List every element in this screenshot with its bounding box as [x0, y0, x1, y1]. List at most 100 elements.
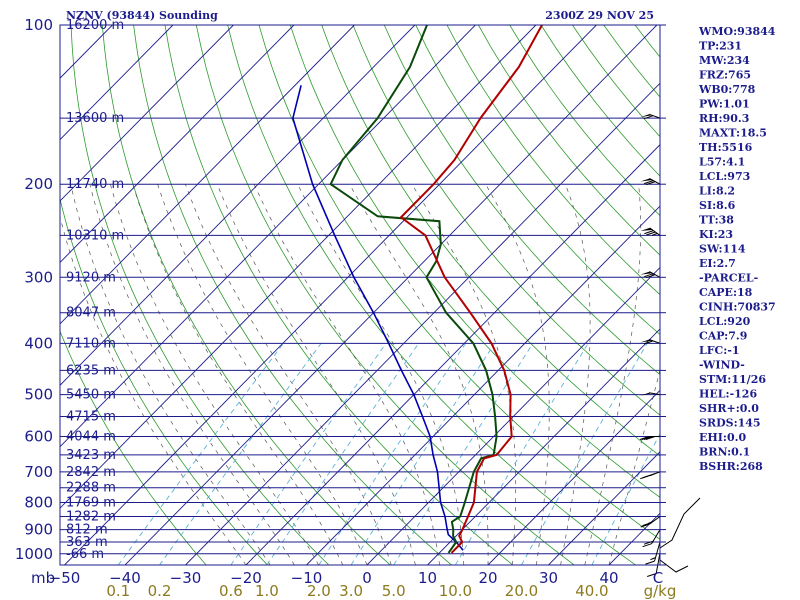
- temperature-tick-label: −30: [170, 569, 202, 587]
- wind-barb: [640, 178, 661, 186]
- moist-adiabat-line: [216, 184, 416, 565]
- dry-adiabat-line: [60, 197, 268, 565]
- moist-adiabat-line: [349, 184, 489, 565]
- temperature-tick-label: −10: [291, 569, 323, 587]
- isotherm-line: [487, 389, 660, 565]
- hodograph-trace: [659, 497, 701, 549]
- dry-adiabat-line: [101, 25, 391, 565]
- index-item: LFC:-1: [699, 344, 740, 357]
- temperature-tick-label: 40: [599, 569, 618, 587]
- adiabat-grid: [60, 25, 800, 565]
- index-item: LCL:973: [699, 170, 750, 183]
- moist-adiabat-line: [560, 184, 591, 565]
- wind-barb-flag: [640, 271, 653, 275]
- moist-adiabat-line: [89, 184, 295, 565]
- wind-barb-staff: [655, 552, 661, 574]
- index-item: SRDS:145: [699, 417, 761, 430]
- isotherm-line: [60, 25, 476, 448]
- dry-adiabat-line: [258, 25, 660, 540]
- index-item: TT:38: [699, 214, 734, 227]
- mixing-ratio-line: [393, 343, 534, 565]
- dry-adiabat-line: [760, 25, 800, 565]
- wind-barb-feather: [642, 543, 652, 548]
- height-label: 10310 m: [66, 228, 124, 243]
- isotherm-line: [548, 451, 660, 565]
- height-label: 4715 m: [66, 410, 116, 425]
- dry-adiabat-line: [478, 25, 660, 256]
- mixing-ratio-line: [591, 432, 660, 565]
- mixing-ratio-label: 0.2: [148, 582, 172, 600]
- mixing-ratio-label: 40.0: [575, 582, 608, 600]
- isotherm-line: [60, 25, 355, 325]
- height-label: 9120 m: [66, 270, 116, 285]
- isotherm-line: [124, 25, 658, 565]
- moist-adiabat-line: [485, 184, 550, 565]
- wind-barb-feather: [646, 181, 656, 186]
- moist-adiabat-line: [253, 184, 440, 565]
- height-label: 4044 m: [66, 430, 116, 445]
- moist-adiabat-line: [110, 184, 319, 565]
- pressure-unit-label: mb: [31, 569, 55, 587]
- isotherm-grid: [60, 25, 660, 565]
- index-item: HEL:-126: [699, 388, 757, 401]
- index-item: PW:1.01: [699, 98, 750, 111]
- index-item: WB0:778: [698, 83, 756, 96]
- temperature-tick-label: −50: [49, 569, 81, 587]
- moist-adiabat-line: [584, 184, 642, 565]
- wind-barb-feather: [645, 560, 655, 565]
- isotherm-line: [60, 25, 537, 509]
- index-item: RH:90.3: [699, 112, 749, 125]
- moist-adiabat-line: [157, 184, 368, 565]
- height-label: 3423 m: [66, 448, 116, 463]
- height-label: 11740 m: [66, 177, 124, 192]
- wind-barb-flag: [640, 114, 653, 118]
- moist-adiabat-line: [411, 184, 517, 565]
- index-item: MAXT:18.5: [699, 127, 767, 140]
- pressure-label: 400: [24, 334, 53, 352]
- height-label: 8047 m: [66, 306, 116, 321]
- wind-barb-feather: [644, 230, 654, 235]
- mixing-ratio-label: 20.0: [505, 582, 538, 600]
- dry-adiabat-line: [509, 25, 660, 217]
- wind-barb: [640, 227, 661, 236]
- sounding-time: 2300Z 29 NOV 25: [545, 9, 654, 22]
- wind-barb-feather: [646, 231, 656, 236]
- mixing-ratio-line: [159, 343, 322, 565]
- index-item: CINH:70837: [699, 301, 776, 314]
- moist-adiabat-line: [185, 184, 392, 565]
- isotherm-line: [185, 82, 660, 565]
- mixing-ratio-label: 5.0: [382, 582, 406, 600]
- height-label: -66 m: [66, 547, 104, 562]
- wind-barb-feather: [646, 274, 656, 279]
- height-label: 363 m: [66, 535, 108, 550]
- wind-barb-feather: [645, 436, 656, 440]
- index-item: CAP:7.9: [699, 330, 747, 343]
- dry-adiabat-line: [383, 25, 660, 376]
- wind-barb: [645, 541, 661, 565]
- mixing-ratio-line: [230, 343, 387, 565]
- station-title: NZNV (93844) Sounding: [66, 9, 218, 22]
- height-label: 812 m: [66, 523, 108, 538]
- isotherm-line: [60, 25, 295, 264]
- mixing-ratio-line: [521, 343, 648, 565]
- dry-adiabat-line: [572, 25, 660, 138]
- mixing-ratio-label: 1.0: [255, 582, 279, 600]
- dry-adiabat-line: [60, 330, 207, 565]
- index-item: SW:114: [699, 243, 746, 256]
- index-item: LI:8.2: [699, 185, 735, 198]
- height-label: 1282 m: [66, 510, 116, 525]
- wind-barb: [640, 471, 661, 480]
- hodograph-trace: [659, 559, 689, 573]
- wind-barb-flag: [640, 227, 653, 231]
- wind-barb-half-feather: [649, 473, 656, 477]
- wind-barb: [642, 529, 661, 548]
- temperature-profile-line: [399, 25, 543, 554]
- pressure-label: 500: [24, 386, 53, 404]
- dry-adiabat-line: [352, 25, 660, 416]
- wind-barb-half-feather: [652, 232, 658, 236]
- dry-adiabat-line: [792, 25, 800, 565]
- wind-barb-half-feather: [650, 557, 656, 561]
- height-label: 5450 m: [66, 388, 116, 403]
- pressure-label: 300: [24, 268, 53, 286]
